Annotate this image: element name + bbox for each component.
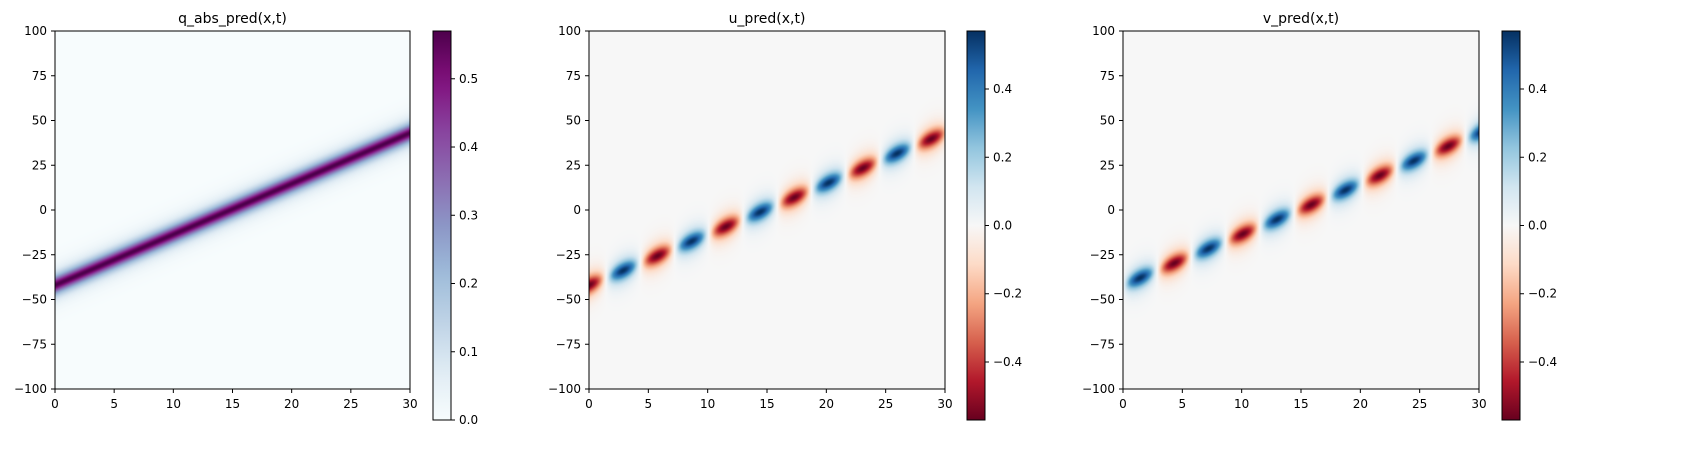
colorbar-tick-label: 0.4 <box>1528 82 1547 96</box>
chart-title: u_pred(x,t) <box>729 11 806 27</box>
y-tick-label: 0 <box>39 203 47 217</box>
x-tick-label: 25 <box>343 397 358 411</box>
x-tick-label: 5 <box>645 397 653 411</box>
x-tick-label: 30 <box>937 397 952 411</box>
y-tick-label: −50 <box>22 293 47 307</box>
y-tick-label: −25 <box>22 248 47 262</box>
x-tick-label: 25 <box>878 397 893 411</box>
colorbar-tick-label: 0.1 <box>459 345 478 359</box>
x-tick-label: 10 <box>166 397 181 411</box>
chart-panel-2: u_pred(x,t) 0 5 10 15 20 25 30 100 75 50 25 0 −25 −50 −… <box>548 11 1022 421</box>
y-tick-label: 0 <box>1107 203 1115 217</box>
x-tick-label: 20 <box>284 397 299 411</box>
y-tick-label: −100 <box>548 382 581 396</box>
y-tick-label: 25 <box>566 158 581 172</box>
x-tick-label: 30 <box>1471 397 1486 411</box>
colorbar-tick-label: 0.2 <box>459 277 478 291</box>
y-tick-label: 0 <box>573 203 581 217</box>
y-tick-label: −75 <box>556 337 581 351</box>
colorbar-tick-label: 0.0 <box>459 413 478 427</box>
colorbar <box>1501 30 1521 421</box>
chart-title: q_abs_pred(x,t) <box>178 11 287 27</box>
colorbar-tick-label: −0.4 <box>1528 355 1557 369</box>
colorbar-tick-label: 0.0 <box>1528 219 1547 233</box>
y-tick-label: 75 <box>32 69 47 83</box>
x-tick-label: 0 <box>585 397 593 411</box>
x-tick-label: 15 <box>225 397 240 411</box>
y-tick-label: −75 <box>1090 337 1115 351</box>
y-tick-label: 50 <box>566 114 581 128</box>
y-tick-label: 25 <box>1100 158 1115 172</box>
heatmap-image <box>1123 31 1479 389</box>
colorbar <box>432 30 452 421</box>
y-tick-label: −100 <box>1082 382 1115 396</box>
x-tick-label: 0 <box>1119 397 1127 411</box>
y-tick-label: 25 <box>32 158 47 172</box>
y-tick-label: 50 <box>1100 114 1115 128</box>
colorbar-tick-label: 0.3 <box>459 208 478 222</box>
y-tick-label: −25 <box>556 248 581 262</box>
colorbar <box>966 30 986 421</box>
colorbar-tick-label: 0.4 <box>993 82 1012 96</box>
colorbar-tick-label: 0.2 <box>1528 150 1547 164</box>
y-tick-label: 100 <box>24 24 47 38</box>
colorbar-tick-label: −0.2 <box>993 287 1022 301</box>
colorbar-tick-label: 0.2 <box>993 150 1012 164</box>
y-tick-label: −25 <box>1090 248 1115 262</box>
y-tick-label: −50 <box>556 293 581 307</box>
colorbar-tick-label: 0.5 <box>459 72 478 86</box>
chart-panel-1: q_abs_pred(x,t) 0 5 10 15 20 25 30 100 75 50 25 0 −25… <box>14 11 478 427</box>
colorbar-tick-label: 0.0 <box>993 219 1012 233</box>
x-tick-label: 20 <box>1353 397 1368 411</box>
x-tick-label: 15 <box>759 397 774 411</box>
y-tick-label: −75 <box>22 337 47 351</box>
x-tick-label: 20 <box>819 397 834 411</box>
heatmap-image <box>589 31 945 389</box>
x-tick-label: 10 <box>1234 397 1249 411</box>
chart-panel-3: v_pred(x,t) 0 5 10 15 20 25 30 100 75 50 25 0 −25 −50 −… <box>1082 11 1557 421</box>
y-tick-label: 100 <box>558 24 581 38</box>
x-tick-label: 0 <box>51 397 59 411</box>
x-tick-label: 15 <box>1293 397 1308 411</box>
y-tick-label: 50 <box>32 114 47 128</box>
colorbar-tick-label: −0.2 <box>1528 287 1557 301</box>
colorbar-tick-label: −0.4 <box>993 355 1022 369</box>
heatmap-image <box>55 31 410 389</box>
colorbar-tick-label: 0.4 <box>459 140 478 154</box>
y-tick-label: 100 <box>1092 24 1115 38</box>
y-tick-label: −50 <box>1090 293 1115 307</box>
x-tick-label: 30 <box>402 397 417 411</box>
y-tick-label: −100 <box>14 382 47 396</box>
x-tick-label: 5 <box>110 397 118 411</box>
y-tick-label: 75 <box>566 69 581 83</box>
x-tick-label: 25 <box>1412 397 1427 411</box>
y-tick-label: 75 <box>1100 69 1115 83</box>
x-tick-label: 5 <box>1179 397 1187 411</box>
chart-title: v_pred(x,t) <box>1263 11 1339 27</box>
x-tick-label: 10 <box>700 397 715 411</box>
